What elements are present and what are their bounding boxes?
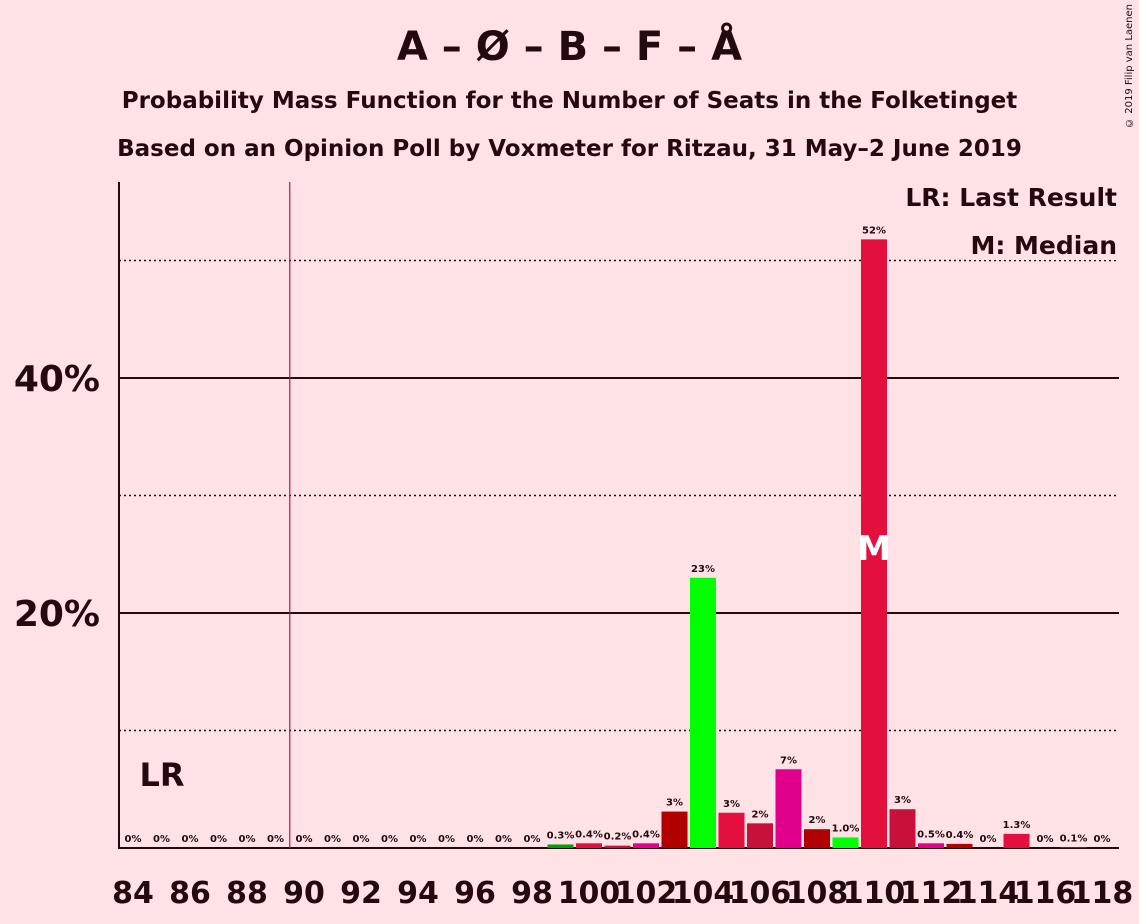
bar-99 <box>547 844 574 848</box>
bar-113 <box>946 843 973 848</box>
x-tick-label: 90 <box>283 876 325 911</box>
data-label-89: 0% <box>267 834 284 845</box>
x-tick-label: 94 <box>397 876 439 911</box>
bar-107 <box>775 769 802 848</box>
bar-105 <box>718 812 745 848</box>
chart-subtitle-1: Probability Mass Function for the Number… <box>121 88 1018 114</box>
x-tick-label: 98 <box>511 876 553 911</box>
data-label-104: 23% <box>691 564 715 575</box>
last-result-marker: LR <box>139 756 184 794</box>
legend-last-result: LR: Last Result <box>903 183 1119 212</box>
data-label-97: 0% <box>495 834 512 845</box>
data-label-90: 0% <box>296 834 313 845</box>
bar-102 <box>633 843 659 848</box>
x-tick-label: 84 <box>112 876 154 911</box>
x-tick-label: 118 <box>1071 876 1134 911</box>
bar-100 <box>576 843 602 848</box>
x-tick-label: 110 <box>843 876 906 911</box>
legend-median: M: Median <box>968 231 1119 260</box>
data-label-84: 0% <box>125 834 142 845</box>
data-label-101: 0.2% <box>604 832 632 843</box>
data-label-111: 3% <box>894 795 911 806</box>
data-label-103: 3% <box>666 798 683 809</box>
data-label-94: 0% <box>410 834 427 845</box>
x-tick-label: 106 <box>729 876 792 911</box>
y-tick-label: 40% <box>14 359 100 400</box>
x-tick-label: 116 <box>1014 876 1077 911</box>
data-label-112: 0.5% <box>917 829 945 840</box>
bar-103 <box>661 811 688 848</box>
data-label-87: 0% <box>210 834 227 845</box>
bar-115 <box>1003 833 1030 848</box>
data-label-95: 0% <box>438 834 455 845</box>
x-tick-label: 86 <box>169 876 211 911</box>
median-marker: M <box>857 529 891 569</box>
bar-110 <box>861 239 887 849</box>
data-label-114: 0% <box>980 834 997 845</box>
data-label-118: 0% <box>1094 834 1111 845</box>
data-label-115: 1.3% <box>1003 820 1031 831</box>
bar-117 <box>1060 847 1087 848</box>
data-label-91: 0% <box>324 834 341 845</box>
data-label-107: 7% <box>780 755 797 766</box>
data-label-102: 0.4% <box>632 829 660 840</box>
data-label-113: 0.4% <box>946 830 974 841</box>
data-label-96: 0% <box>467 834 484 845</box>
data-label-109: 1.0% <box>832 823 860 834</box>
x-tick-label: 100 <box>558 876 621 911</box>
data-label-108: 2% <box>809 815 826 826</box>
x-tick-label: 88 <box>226 876 268 911</box>
x-tick-label: 92 <box>340 876 382 911</box>
data-label-85: 0% <box>153 834 170 845</box>
data-label-106: 2% <box>752 809 769 820</box>
bar-111 <box>889 809 916 848</box>
chart-title: A – Ø – B – F – Å <box>396 24 743 70</box>
bar-104 <box>690 577 716 848</box>
x-tick-label: 114 <box>957 876 1020 911</box>
bar-109 <box>832 837 859 848</box>
data-label-99: 0.3% <box>547 830 575 841</box>
y-tick-label: 20% <box>14 594 100 635</box>
data-label-93: 0% <box>381 834 398 845</box>
x-tick-label: 96 <box>454 876 496 911</box>
x-tick-label: 102 <box>615 876 678 911</box>
data-label-86: 0% <box>182 834 199 845</box>
bar-108 <box>804 829 830 848</box>
bar-101 <box>604 845 631 848</box>
data-label-100: 0.4% <box>575 829 603 840</box>
bar-106 <box>747 823 773 848</box>
data-label-92: 0% <box>353 834 370 845</box>
data-label-117: 0.1% <box>1060 833 1088 844</box>
bar-112 <box>918 843 944 848</box>
chart-subtitle-2: Based on an Opinion Poll by Voxmeter for… <box>117 136 1022 162</box>
x-tick-label: 108 <box>786 876 849 911</box>
x-tick-label: 112 <box>900 876 963 911</box>
data-label-116: 0% <box>1037 834 1054 845</box>
data-label-110: 52% <box>862 225 886 236</box>
x-tick-label: 104 <box>672 876 735 911</box>
data-label-105: 3% <box>723 799 740 810</box>
data-label-98: 0% <box>524 834 541 845</box>
data-label-88: 0% <box>239 834 256 845</box>
